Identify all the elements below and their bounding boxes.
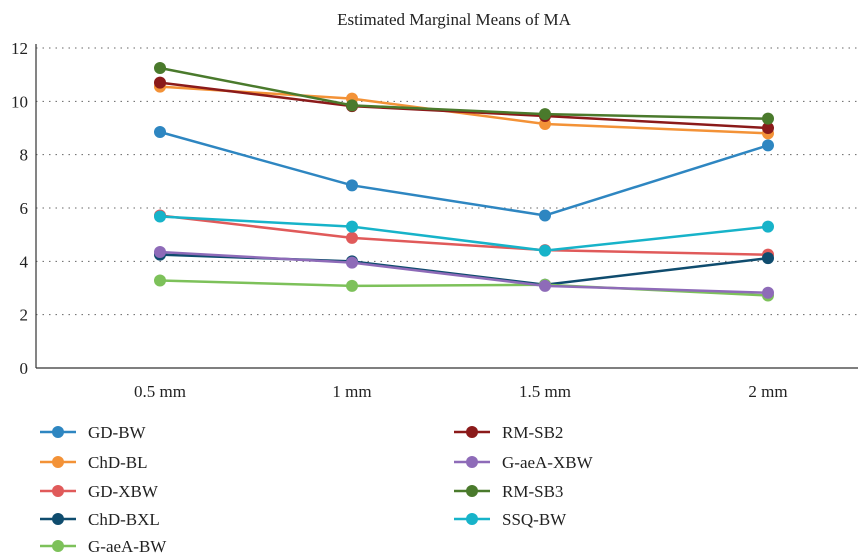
x-tick-labels: 0.5 mm 1 mm 1.5 mm 2 mm <box>134 382 788 401</box>
legend-marker <box>52 513 64 525</box>
legend-marker <box>52 485 64 497</box>
legend-item: ChD-BXL <box>40 510 160 529</box>
data-point <box>346 220 358 233</box>
data-point <box>154 246 166 258</box>
y-tick-label: 2 <box>20 306 29 325</box>
legend: GD-BW ChD-BL GD-XBW ChD-BXL G-aeA-BW RM-SB2 G-… <box>40 423 594 556</box>
data-point <box>346 256 358 269</box>
series-line <box>159 279 769 297</box>
legend-label: SSQ-BW <box>502 510 567 529</box>
gridlines <box>36 47 858 316</box>
data-point <box>154 62 166 74</box>
data-point <box>539 244 551 257</box>
legend-item: GD-XBW <box>40 482 159 501</box>
legend-label: G-aeA-BW <box>88 537 167 556</box>
series-rm-sb3 <box>154 62 774 125</box>
series-g-aea-bw <box>154 274 774 302</box>
legend-label: GD-BW <box>88 423 147 442</box>
data-point <box>762 220 774 233</box>
data-point <box>762 286 774 299</box>
legend-marker <box>52 426 64 438</box>
data-point <box>539 108 551 121</box>
y-tick-label: 8 <box>20 146 29 165</box>
data-point <box>154 274 166 287</box>
legend-marker <box>466 485 478 497</box>
legend-marker <box>466 456 478 468</box>
series-ssq-bw <box>154 210 774 257</box>
legend-item: G-aeA-XBW <box>454 453 594 472</box>
data-point <box>762 112 774 125</box>
y-tick-labels: 0 2 4 6 8 10 12 <box>11 39 29 378</box>
data-point <box>154 210 166 223</box>
x-tick-label: 2 mm <box>748 382 787 401</box>
legend-item: ChD-BL <box>40 453 148 472</box>
data-point <box>762 122 774 134</box>
data-point <box>762 139 774 152</box>
series-gd-bw <box>154 126 774 222</box>
x-tick-label: 1 mm <box>332 382 371 401</box>
legend-label: RM-SB3 <box>502 482 563 501</box>
legend-marker <box>466 513 478 525</box>
data-point <box>346 179 358 192</box>
axes <box>35 44 858 369</box>
x-tick-label: 0.5 mm <box>134 382 186 401</box>
y-tick-label: 4 <box>20 252 29 271</box>
legend-item: GD-BW <box>40 423 147 442</box>
series-line <box>159 66 769 120</box>
data-point <box>346 99 358 112</box>
chart-title: Estimated Marginal Means of MA <box>337 10 572 29</box>
data-point <box>346 231 358 244</box>
legend-label: RM-SB2 <box>502 423 563 442</box>
legend-item: SSQ-BW <box>454 510 567 529</box>
series-line <box>159 250 769 295</box>
series-line <box>159 81 769 130</box>
data-point <box>539 279 551 292</box>
data-point <box>346 279 358 292</box>
series-g-aea-xbw <box>154 246 774 299</box>
y-tick-label: 0 <box>20 359 29 378</box>
legend-label: ChD-BL <box>88 453 148 472</box>
series-line <box>159 214 769 256</box>
legend-label: ChD-BXL <box>88 510 160 529</box>
series-lines <box>154 62 774 302</box>
series-line <box>159 130 769 217</box>
data-point <box>154 126 166 138</box>
legend-item: G-aeA-BW <box>40 537 167 556</box>
legend-marker <box>466 426 478 438</box>
legend-marker <box>52 456 64 468</box>
legend-item: RM-SB2 <box>454 423 563 442</box>
series-line <box>159 215 769 252</box>
data-point <box>762 252 774 265</box>
y-tick-label: 10 <box>11 92 28 111</box>
x-tick-label: 1.5 mm <box>519 382 571 401</box>
data-point <box>154 76 166 89</box>
series-line <box>159 253 769 287</box>
data-point <box>539 209 551 222</box>
legend-label: G-aeA-XBW <box>502 453 594 472</box>
legend-label: GD-XBW <box>88 482 159 501</box>
legend-item: RM-SB3 <box>454 482 563 501</box>
y-tick-label: 12 <box>11 39 28 58</box>
y-tick-label: 6 <box>20 199 29 218</box>
legend-marker <box>52 540 64 552</box>
